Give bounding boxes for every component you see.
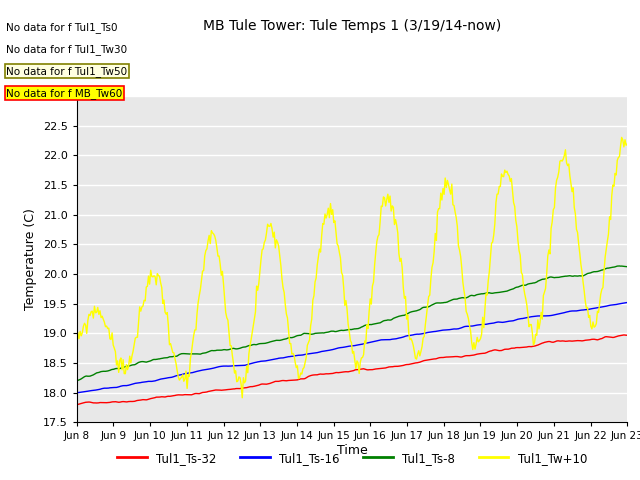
Text: No data for f MB_Tw60: No data for f MB_Tw60 bbox=[6, 88, 123, 99]
X-axis label: Time: Time bbox=[337, 444, 367, 457]
Text: No data for f Tul1_Tw50: No data for f Tul1_Tw50 bbox=[6, 66, 127, 77]
Y-axis label: Temperature (C): Temperature (C) bbox=[24, 208, 37, 310]
Text: No data for f Tul1_Tw30: No data for f Tul1_Tw30 bbox=[6, 44, 127, 55]
Text: MB Tule Tower: Tule Temps 1 (3/19/14-now): MB Tule Tower: Tule Temps 1 (3/19/14-now… bbox=[203, 19, 501, 33]
Text: No data for f Tul1_Ts0: No data for f Tul1_Ts0 bbox=[6, 22, 118, 33]
Legend: Tul1_Ts-32, Tul1_Ts-16, Tul1_Ts-8, Tul1_Tw+10: Tul1_Ts-32, Tul1_Ts-16, Tul1_Ts-8, Tul1_… bbox=[113, 447, 591, 469]
